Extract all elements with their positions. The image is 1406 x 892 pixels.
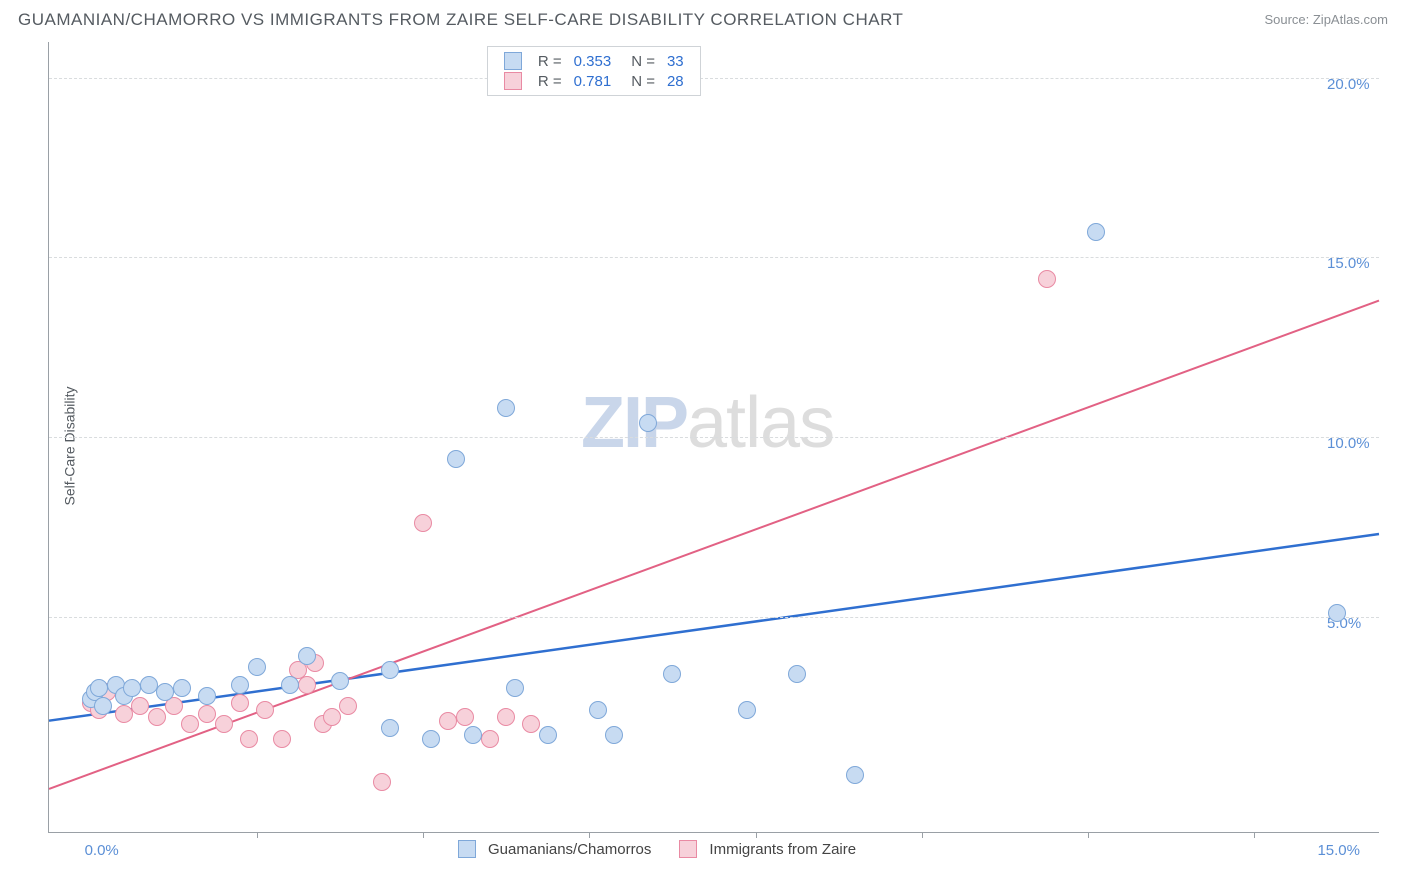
data-point-guam (846, 766, 864, 784)
x-tick (423, 832, 424, 838)
data-point-zaire (497, 708, 515, 726)
N-label: N = (617, 51, 661, 71)
data-point-guam (639, 414, 657, 432)
data-point-zaire (148, 708, 166, 726)
data-point-zaire (439, 712, 457, 730)
data-point-guam (248, 658, 266, 676)
data-point-zaire (481, 730, 499, 748)
data-point-guam (90, 679, 108, 697)
data-point-zaire (231, 694, 249, 712)
trend-line (49, 534, 1379, 721)
gridline (49, 78, 1379, 79)
data-point-zaire (198, 705, 216, 723)
data-point-zaire (115, 705, 133, 723)
legend-row-guam: R =0.353N =33 (498, 51, 690, 71)
R-label: R = (532, 51, 568, 71)
R-value: 0.353 (568, 51, 618, 71)
data-point-guam (381, 719, 399, 737)
data-point-guam (298, 647, 316, 665)
data-point-guam (663, 665, 681, 683)
y-tick-label: 20.0% (1327, 76, 1370, 93)
data-point-guam (198, 687, 216, 705)
N-label: N = (617, 71, 661, 91)
x-tick (589, 832, 590, 838)
swatch-icon (458, 840, 476, 858)
data-point-zaire (323, 708, 341, 726)
scatter-plot: ZIPatlas 5.0%10.0%15.0%20.0%0.0%15.0% (48, 42, 1379, 833)
data-point-guam (447, 450, 465, 468)
swatch-icon (504, 52, 522, 70)
data-point-zaire (181, 715, 199, 733)
data-point-zaire (456, 708, 474, 726)
data-point-guam (788, 665, 806, 683)
data-point-guam (281, 676, 299, 694)
data-point-zaire (131, 697, 149, 715)
data-point-guam (422, 730, 440, 748)
data-point-guam (539, 726, 557, 744)
data-point-guam (506, 679, 524, 697)
data-point-guam (464, 726, 482, 744)
data-point-guam (331, 672, 349, 690)
legend-label: Guamanians/Chamorros (488, 841, 651, 858)
data-point-guam (605, 726, 623, 744)
legend-item-guam: Guamanians/Chamorros (458, 840, 651, 858)
data-point-zaire (273, 730, 291, 748)
data-point-guam (173, 679, 191, 697)
x-tick-label: 0.0% (85, 842, 119, 859)
data-point-zaire (215, 715, 233, 733)
data-point-zaire (373, 773, 391, 791)
data-point-guam (1087, 223, 1105, 241)
legend-row-zaire: R =0.781N =28 (498, 71, 690, 91)
data-point-guam (140, 676, 158, 694)
x-tick (1254, 832, 1255, 838)
swatch-icon (504, 72, 522, 90)
x-tick-label: 15.0% (1317, 842, 1360, 859)
data-point-guam (497, 399, 515, 417)
legend-item-zaire: Immigrants from Zaire (679, 840, 856, 858)
data-point-zaire (522, 715, 540, 733)
data-point-zaire (298, 676, 316, 694)
data-point-guam (589, 701, 607, 719)
data-point-guam (1328, 604, 1346, 622)
R-value: 0.781 (568, 71, 618, 91)
chart-title: GUAMANIAN/CHAMORRO VS IMMIGRANTS FROM ZA… (18, 10, 903, 30)
legend-label: Immigrants from Zaire (709, 841, 856, 858)
data-point-guam (381, 661, 399, 679)
gridline (49, 617, 1379, 618)
y-tick-label: 10.0% (1327, 435, 1370, 452)
data-point-zaire (256, 701, 274, 719)
data-point-zaire (240, 730, 258, 748)
data-point-zaire (414, 514, 432, 532)
N-value: 28 (661, 71, 690, 91)
x-tick (922, 832, 923, 838)
x-tick (1088, 832, 1089, 838)
x-tick (257, 832, 258, 838)
correlation-legend: R =0.353N =33R =0.781N =28 (487, 46, 701, 96)
x-tick (756, 832, 757, 838)
data-point-zaire (1038, 270, 1056, 288)
data-point-guam (94, 697, 112, 715)
data-point-guam (738, 701, 756, 719)
R-label: R = (532, 71, 568, 91)
data-point-guam (231, 676, 249, 694)
gridline (49, 437, 1379, 438)
data-point-zaire (339, 697, 357, 715)
gridline (49, 257, 1379, 258)
N-value: 33 (661, 51, 690, 71)
swatch-icon (679, 840, 697, 858)
y-tick-label: 15.0% (1327, 255, 1370, 272)
data-point-guam (156, 683, 174, 701)
source-label: Source: ZipAtlas.com (1264, 12, 1388, 27)
trend-line (49, 301, 1379, 789)
series-legend: Guamanians/Chamorros Immigrants from Zair… (458, 840, 856, 858)
data-point-guam (123, 679, 141, 697)
